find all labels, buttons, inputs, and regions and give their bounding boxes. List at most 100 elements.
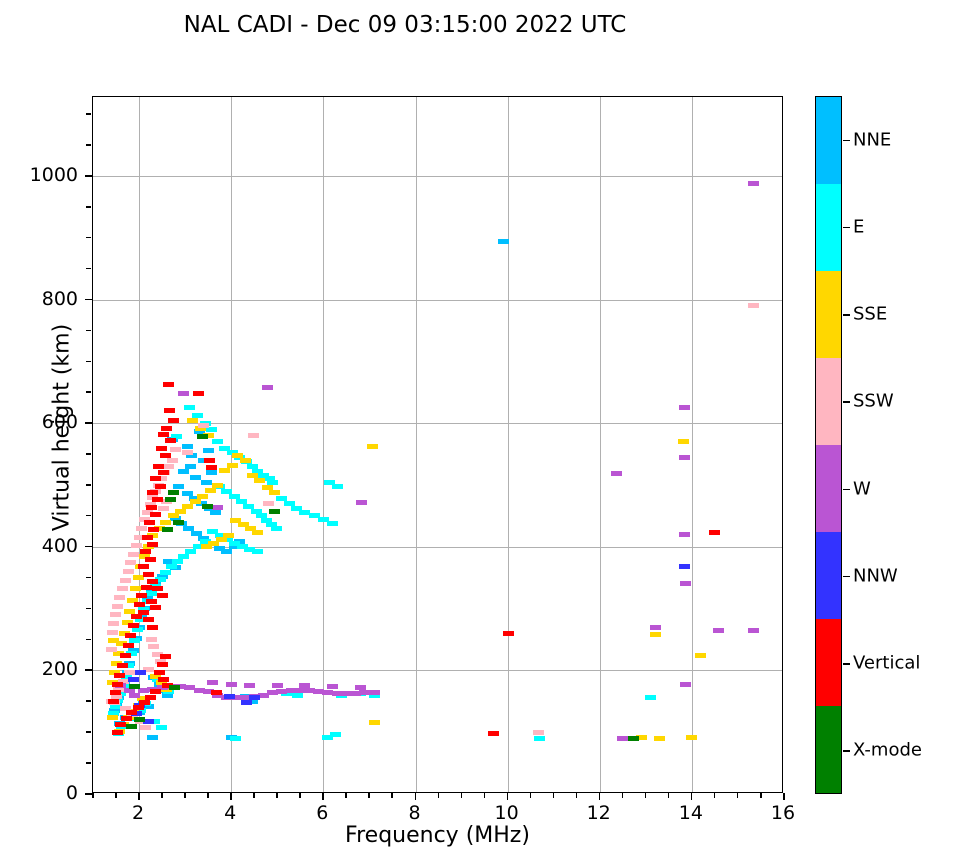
data-marker-vertical xyxy=(150,604,162,610)
data-marker-e xyxy=(214,533,226,539)
data-marker-ssw xyxy=(152,651,163,657)
colorbar-segment-ssw[interactable] xyxy=(816,358,841,445)
data-marker-e xyxy=(322,734,334,740)
data-marker-sse xyxy=(226,462,238,468)
data-marker-ssw xyxy=(124,670,136,676)
data-marker-e xyxy=(131,627,143,633)
colorbar-tick xyxy=(843,750,850,752)
x-tick-minor xyxy=(760,793,762,798)
data-marker-w xyxy=(129,692,140,698)
colorbar-label-x-mode: X-mode xyxy=(853,739,922,761)
data-marker-ssw xyxy=(247,433,259,439)
data-marker-ssw xyxy=(110,693,122,699)
data-marker-x-mode xyxy=(167,490,179,495)
data-marker-sse xyxy=(254,477,266,483)
colorbar-segment-nnw[interactable] xyxy=(816,532,841,619)
data-marker-w xyxy=(294,687,306,693)
data-marker-x-mode xyxy=(129,684,140,689)
colorbar-tick xyxy=(843,401,850,403)
data-marker-vertical xyxy=(153,670,165,676)
data-marker-w xyxy=(211,504,223,510)
x-tick-minor xyxy=(345,793,347,798)
data-marker-sse xyxy=(245,525,256,531)
data-marker-vertical xyxy=(155,445,167,451)
data-marker-vertical xyxy=(130,613,142,619)
x-tick-label: 6 xyxy=(316,802,329,824)
data-marker-sse xyxy=(124,608,136,614)
data-marker-vertical xyxy=(154,483,166,489)
data-marker-sse xyxy=(686,734,698,740)
data-marker-w xyxy=(359,690,371,696)
data-marker-w xyxy=(225,681,237,687)
data-marker-sse xyxy=(132,575,144,581)
x-tick xyxy=(506,793,509,800)
data-marker-w xyxy=(340,691,352,697)
data-marker-e xyxy=(244,546,256,552)
colorbar-segment-sse[interactable] xyxy=(816,271,841,358)
data-marker-vertical xyxy=(156,592,168,598)
gridline-horizontal xyxy=(93,546,782,548)
gridline-vertical xyxy=(507,97,509,792)
colorbar-segment-w[interactable] xyxy=(816,445,841,532)
data-marker-sse xyxy=(230,518,242,524)
colorbar-segment-x-mode[interactable] xyxy=(816,706,841,793)
data-marker-w xyxy=(202,688,214,694)
data-marker-nne xyxy=(185,464,197,469)
y-tick-minor xyxy=(86,267,91,270)
x-tick-minor xyxy=(253,793,255,798)
data-marker-vertical xyxy=(115,722,127,728)
y-tick-label: 400 xyxy=(41,534,78,557)
x-tick-minor xyxy=(92,793,94,798)
data-marker-nne xyxy=(210,510,221,516)
x-tick xyxy=(598,793,601,800)
data-marker-nne xyxy=(183,525,195,531)
x-tick xyxy=(230,793,232,800)
data-marker-ssw xyxy=(748,303,760,309)
x-tick-minor xyxy=(552,793,555,798)
data-marker-sse xyxy=(167,513,179,519)
data-marker-e xyxy=(276,496,288,502)
colorbar-segment-vertical[interactable] xyxy=(816,619,841,706)
data-marker-sse xyxy=(246,472,258,478)
data-marker-e xyxy=(270,525,282,531)
y-tick-minor xyxy=(86,700,91,702)
data-marker-vertical xyxy=(488,730,500,736)
data-marker-vertical xyxy=(117,663,128,668)
x-tick xyxy=(414,793,417,800)
data-marker-x-mode xyxy=(173,519,185,525)
y-tick-minor xyxy=(86,144,91,146)
data-marker-e xyxy=(317,517,329,523)
colorbar[interactable] xyxy=(815,96,842,794)
data-marker-e xyxy=(266,522,278,528)
colorbar-segment-nne[interactable] xyxy=(816,97,841,184)
data-marker-ssw xyxy=(119,577,131,583)
data-marker-sse xyxy=(252,529,264,535)
data-marker-x-mode xyxy=(162,527,174,532)
data-marker-vertical xyxy=(192,391,204,397)
data-marker-nne xyxy=(162,692,174,698)
data-marker-w xyxy=(313,688,325,694)
colorbar-label-nne: NNE xyxy=(853,129,892,151)
data-marker-e xyxy=(177,554,189,560)
data-marker-nne xyxy=(246,698,258,704)
y-tick xyxy=(85,422,92,424)
data-marker-vertical xyxy=(148,527,160,532)
data-marker-vertical xyxy=(147,578,159,584)
data-marker-w xyxy=(748,628,760,634)
data-marker-vertical xyxy=(709,529,721,535)
data-marker-vertical xyxy=(203,457,215,463)
data-marker-w xyxy=(175,684,186,689)
data-marker-vertical xyxy=(140,585,152,591)
data-marker-ssw xyxy=(148,644,160,650)
data-marker-vertical xyxy=(156,661,168,667)
y-tick-minor xyxy=(86,762,91,764)
plot-area[interactable] xyxy=(92,96,783,793)
data-marker-w xyxy=(276,688,288,694)
colorbar-segment-e[interactable] xyxy=(816,184,841,271)
gridline-horizontal xyxy=(93,423,782,425)
data-marker-e xyxy=(199,539,211,545)
data-marker-e xyxy=(134,617,146,623)
gridline-vertical xyxy=(323,97,325,792)
x-tick-minor xyxy=(391,793,393,798)
data-marker-w xyxy=(299,682,311,688)
